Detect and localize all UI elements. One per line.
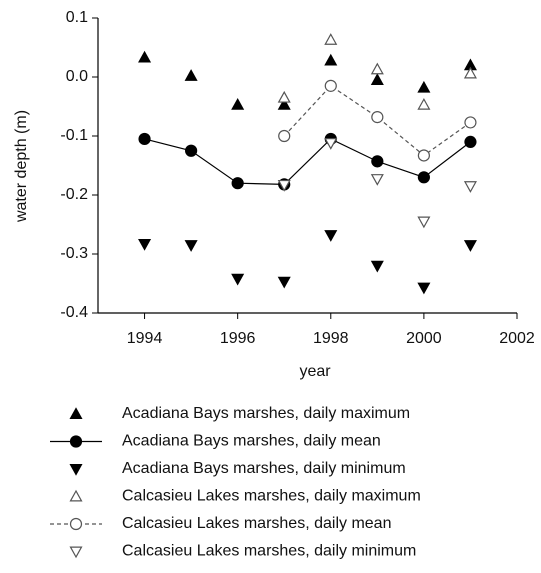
data-point — [138, 238, 152, 251]
x-tick-label: 2000 — [406, 330, 442, 347]
data-point — [417, 149, 430, 162]
legend-label: Calcasieu Lakes marshes, daily minimum — [122, 543, 416, 560]
x-tick-label: 2002 — [499, 330, 535, 347]
data-point — [184, 69, 198, 81]
data-point — [324, 33, 338, 45]
data-point — [370, 174, 384, 186]
y-tick-label: -0.3 — [60, 245, 88, 262]
y-tick-label: -0.4 — [60, 304, 88, 321]
x-tick-label: 1998 — [313, 330, 349, 347]
data-point — [370, 62, 384, 75]
legend-label: Acadiana Bays marshes, daily minimum — [122, 460, 406, 477]
data-point — [324, 79, 337, 92]
legend-label: Acadiana Bays marshes, daily maximum — [122, 405, 410, 422]
data-point — [371, 155, 384, 168]
legend-marker — [69, 489, 83, 502]
legend-label: Acadiana Bays marshes, daily mean — [122, 433, 381, 450]
data-point — [278, 129, 291, 143]
data-point — [277, 276, 291, 289]
legend-label: Calcasieu Lakes marshes, daily maximum — [122, 488, 421, 505]
y-axis-label: water depth (m) — [13, 110, 30, 223]
data-point — [324, 53, 338, 66]
data-point — [184, 240, 198, 252]
data-point — [464, 135, 477, 148]
data-point — [371, 111, 384, 124]
data-point — [463, 66, 477, 79]
x-tick-label: 1994 — [127, 330, 163, 347]
data-point — [463, 181, 477, 193]
data-point — [231, 273, 245, 286]
data-point — [277, 179, 291, 192]
data-point — [417, 80, 431, 93]
series-line — [283, 85, 471, 157]
data-point — [277, 97, 291, 110]
y-tick-label: 0.0 — [66, 68, 88, 85]
data-point — [231, 97, 245, 110]
data-point — [277, 90, 291, 103]
data-point — [370, 260, 384, 273]
data-point — [324, 138, 338, 150]
data-point — [417, 171, 430, 184]
data-point — [231, 177, 244, 190]
data-point — [417, 216, 431, 229]
x-axis-label: year — [299, 363, 331, 380]
y-tick-label: -0.2 — [60, 186, 88, 203]
data-point — [324, 230, 338, 242]
data-point — [464, 116, 477, 129]
data-point — [417, 282, 431, 295]
data-point — [370, 73, 384, 85]
legend-marker — [69, 435, 83, 448]
data-point — [138, 132, 151, 146]
y-tick-label: 0.1 — [66, 9, 88, 26]
legend-marker — [69, 546, 83, 559]
series-line — [144, 138, 471, 185]
legend-marker — [69, 464, 83, 476]
data-point — [138, 50, 152, 63]
data-point — [417, 97, 431, 110]
x-tick-label: 1996 — [220, 330, 256, 347]
y-tick-label: -0.1 — [60, 127, 88, 144]
data-point — [185, 144, 198, 157]
data-point — [463, 240, 477, 252]
legend-marker — [69, 517, 83, 531]
legend-label: Calcasieu Lakes marshes, daily mean — [122, 515, 391, 532]
legend-marker — [69, 407, 83, 419]
